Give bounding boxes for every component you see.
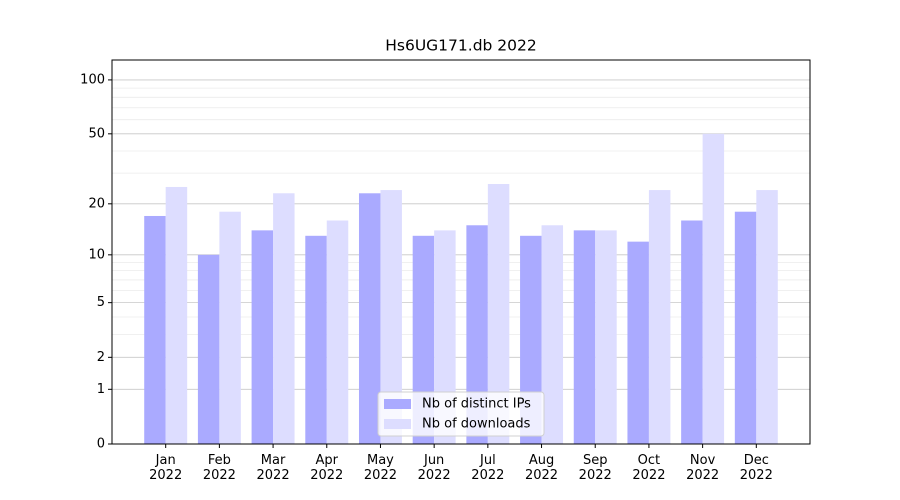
x-tick-label: Apr 2022 — [310, 453, 344, 483]
x-tick-label: Jan 2022 — [149, 453, 183, 483]
bar — [251, 230, 274, 444]
x-tick-label: Sep 2022 — [578, 453, 612, 483]
bar — [466, 225, 488, 444]
legend-swatch — [384, 419, 411, 429]
legend-label: Nb of distinct IPs — [422, 397, 531, 412]
x-tick-label: Jul 2022 — [471, 453, 505, 483]
bar — [273, 193, 295, 444]
bar — [144, 215, 166, 444]
bar — [734, 211, 757, 444]
y-tick-label: 10 — [88, 247, 105, 262]
bar — [326, 220, 349, 444]
legend-box — [377, 391, 545, 437]
legend: Nb of distinct IPs Nb of downloads — [377, 391, 545, 437]
x-tick-label: Feb 2022 — [202, 453, 236, 483]
y-tick-label: 1 — [97, 382, 105, 397]
bar — [487, 183, 510, 445]
bar — [305, 235, 327, 444]
bar — [702, 133, 725, 444]
bar — [197, 254, 220, 444]
y-tick-label: 100 — [80, 72, 105, 87]
y-tick-label: 5 — [97, 295, 105, 310]
x-tick-label: Jun 2022 — [417, 453, 451, 483]
bar — [541, 225, 564, 444]
bar — [756, 190, 778, 444]
x-tick-label: May 2022 — [363, 453, 397, 483]
legend-label: Nb of downloads — [422, 417, 531, 432]
chart-title: Hs6UG171.db 2022 — [385, 37, 537, 55]
bar — [627, 241, 649, 444]
bar — [648, 190, 671, 444]
y-tick-label: 50 — [88, 126, 105, 141]
x-tick-label: Mar 2022 — [256, 453, 290, 483]
bar — [595, 230, 617, 444]
bar — [380, 190, 402, 444]
x-tick-label: Nov 2022 — [686, 453, 720, 483]
plot-frame — [111, 59, 811, 445]
bar — [434, 230, 456, 444]
x-tick-label: Dec 2022 — [739, 453, 773, 483]
y-tick-label: 20 — [88, 196, 105, 211]
y-tick-label: 0 — [97, 437, 105, 452]
bar — [681, 220, 703, 444]
x-tick-label: Oct 2022 — [632, 453, 666, 483]
y-tick-label: 2 — [97, 350, 105, 365]
bar — [165, 186, 188, 444]
bar — [358, 193, 381, 444]
legend-swatch — [384, 399, 411, 409]
x-tick-label: Aug 2022 — [524, 453, 559, 483]
bar — [573, 230, 596, 444]
bar — [219, 211, 241, 444]
